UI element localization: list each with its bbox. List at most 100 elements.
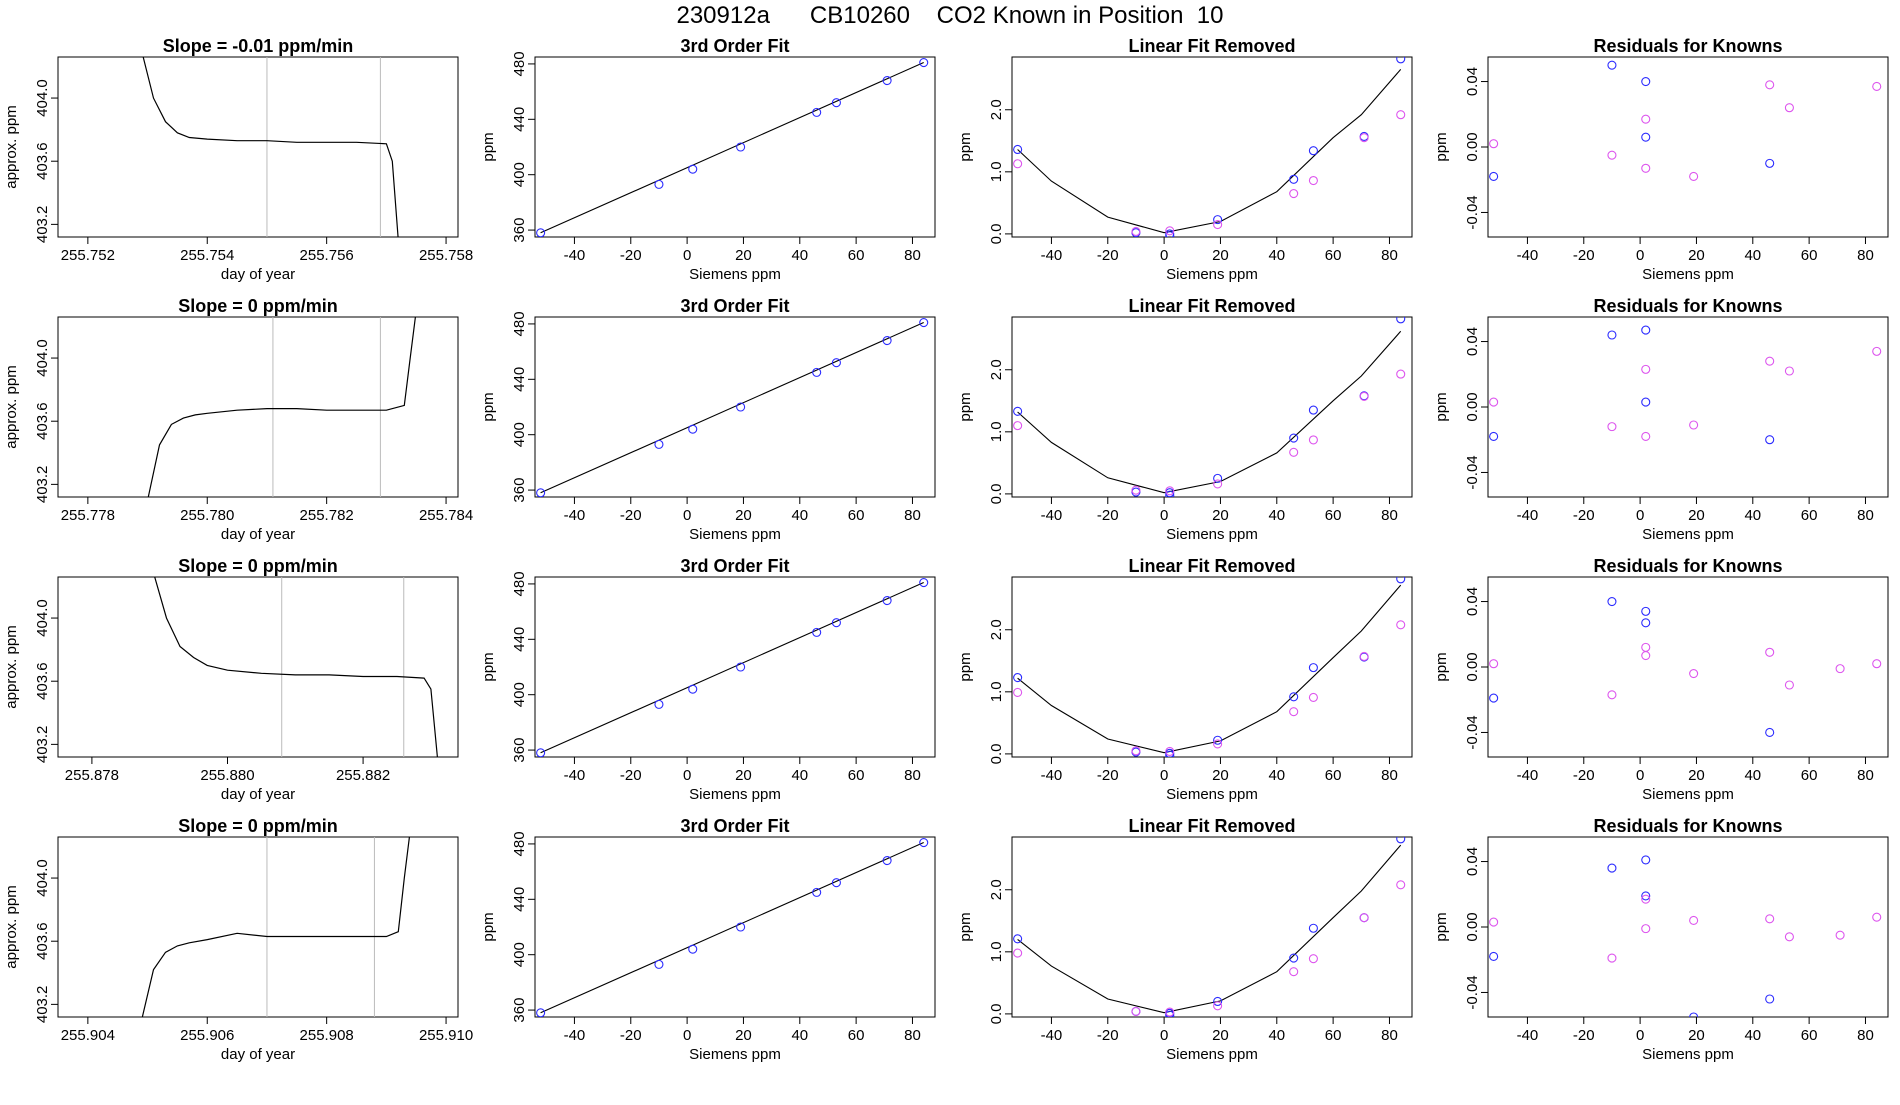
- data-point-magenta: [1289, 707, 1299, 717]
- y-tick-label: 0.04: [1464, 67, 1481, 96]
- x-tick-label: 80: [904, 507, 921, 524]
- data-point-blue: [536, 228, 546, 237]
- x-tick-label: 60: [1801, 247, 1818, 264]
- y-axis-label: ppm: [1433, 912, 1450, 941]
- data-point-magenta: [1213, 479, 1223, 489]
- x-tick-label: -40: [1041, 507, 1063, 524]
- y-axis-label: ppm: [957, 912, 974, 941]
- y-tick-label: 0.0: [988, 743, 1005, 764]
- data-series-line: [154, 577, 438, 757]
- data-point-magenta: [1308, 954, 1318, 964]
- data-point-magenta: [1689, 420, 1699, 430]
- y-tick-label: 0.04: [1464, 847, 1481, 876]
- data-point-magenta: [1165, 746, 1175, 756]
- x-tick-label: -20: [620, 1027, 642, 1044]
- x-tick-label: -20: [1573, 1027, 1595, 1044]
- chart-panel-7: Linear Fit Removed -40 -20 0 20 40 60 80 0.0 1.0 2…: [957, 296, 1413, 543]
- y-tick-label: -0.04: [1464, 455, 1481, 489]
- x-tick-label: -20: [1573, 507, 1595, 524]
- data-point-magenta: [1872, 81, 1882, 92]
- x-tick-label: 255.782: [300, 507, 354, 524]
- x-tick-label: -20: [1573, 767, 1595, 784]
- data-point-blue: [1765, 158, 1775, 168]
- data-point-magenta: [1607, 150, 1617, 160]
- plot-area: [536, 577, 929, 757]
- x-tick-label: 20: [1688, 1027, 1705, 1044]
- x-tick-label: 255.758: [419, 247, 473, 264]
- data-point-magenta: [1289, 447, 1299, 457]
- plot-frame: [1011, 56, 1413, 238]
- x-tick-label: 0: [1160, 507, 1168, 524]
- x-tick-label: -40: [1041, 1027, 1063, 1044]
- x-tick-label: 255.878: [65, 767, 119, 784]
- data-point-blue: [1289, 174, 1299, 184]
- data-point-blue: [812, 887, 822, 897]
- fit-curve: [1017, 844, 1402, 1014]
- data-point-magenta: [1165, 1007, 1175, 1017]
- x-axis-label: Siemens ppm: [689, 786, 781, 803]
- data-point-blue: [1641, 891, 1651, 901]
- panel-title: Residuals for Knowns: [1593, 556, 1782, 576]
- x-tick-label: 0: [1636, 767, 1644, 784]
- x-tick-label: 80: [1857, 247, 1874, 264]
- data-point-blue: [654, 959, 664, 969]
- x-tick-label: 20: [1688, 767, 1705, 784]
- x-axis-label: Siemens ppm: [689, 526, 781, 543]
- y-axis-label: ppm: [957, 392, 974, 421]
- y-axis-label: ppm: [480, 392, 497, 421]
- data-point-blue: [1289, 953, 1299, 963]
- fit-curve: [1017, 584, 1402, 754]
- chart-panel-9: Slope = 0 ppm/min 255.878 255.880 255.882 40…: [3, 556, 459, 803]
- data-point-magenta: [1784, 680, 1794, 690]
- chart-panel-10: 3rd Order Fit -40 -20 0 20 40 60 80 360 400 440 480…: [480, 556, 936, 803]
- data-point-blue: [688, 944, 698, 954]
- y-axis-label: approx. ppm: [3, 105, 20, 188]
- chart-panel-13: Slope = 0 ppm/min 255.904 255.906 255.908 25…: [3, 816, 473, 1063]
- data-point-magenta: [1641, 431, 1651, 442]
- plot-area: [1013, 317, 1406, 497]
- y-tick-label: 1.0: [988, 161, 1005, 182]
- data-point-blue: [688, 164, 698, 174]
- x-tick-label: 80: [1857, 507, 1874, 524]
- data-point-blue: [1489, 951, 1499, 962]
- x-tick-label: 0: [1160, 1027, 1168, 1044]
- plot-area: [1489, 325, 1882, 445]
- plot-frame: [1487, 56, 1889, 238]
- data-point-blue: [1213, 215, 1223, 225]
- x-tick-label: 0: [1160, 247, 1168, 264]
- figure-title: 230912a CB10260 CO2 Known in Position 10: [676, 2, 1224, 29]
- x-axis-label: Siemens ppm: [1166, 786, 1258, 803]
- y-tick-label: 404.0: [34, 79, 51, 117]
- data-point-blue: [882, 335, 892, 346]
- x-tick-label: -40: [1517, 507, 1539, 524]
- x-tick-label: 60: [1801, 1027, 1818, 1044]
- x-tick-label: 40: [1744, 507, 1761, 524]
- panel-title: Linear Fit Removed: [1128, 296, 1295, 316]
- x-tick-label: 80: [904, 767, 921, 784]
- data-point-blue: [919, 577, 929, 588]
- x-tick-label: -40: [1517, 247, 1539, 264]
- data-point-magenta: [1689, 171, 1699, 182]
- x-tick-label: 40: [791, 767, 808, 784]
- data-point-blue: [1308, 146, 1318, 156]
- data-point-magenta: [1607, 953, 1617, 963]
- data-point-magenta: [1689, 668, 1699, 679]
- x-tick-label: 255.908: [300, 1027, 354, 1044]
- data-point-blue: [1765, 435, 1775, 445]
- x-tick-label: 60: [848, 767, 865, 784]
- plot-frame: [534, 56, 936, 238]
- x-tick-label: 20: [1688, 247, 1705, 264]
- x-tick-label: 60: [848, 247, 865, 264]
- y-tick-label: 360: [511, 998, 528, 1023]
- data-point-magenta: [1784, 932, 1794, 942]
- x-axis-label: day of year: [221, 526, 295, 543]
- data-point-magenta: [1213, 739, 1223, 749]
- y-tick-label: 404.0: [34, 859, 51, 897]
- x-tick-label: 20: [1212, 507, 1229, 524]
- y-tick-label: -0.04: [1464, 195, 1481, 229]
- data-point-blue: [1165, 231, 1175, 237]
- data-point-blue: [812, 627, 822, 637]
- data-point-blue: [1765, 727, 1775, 738]
